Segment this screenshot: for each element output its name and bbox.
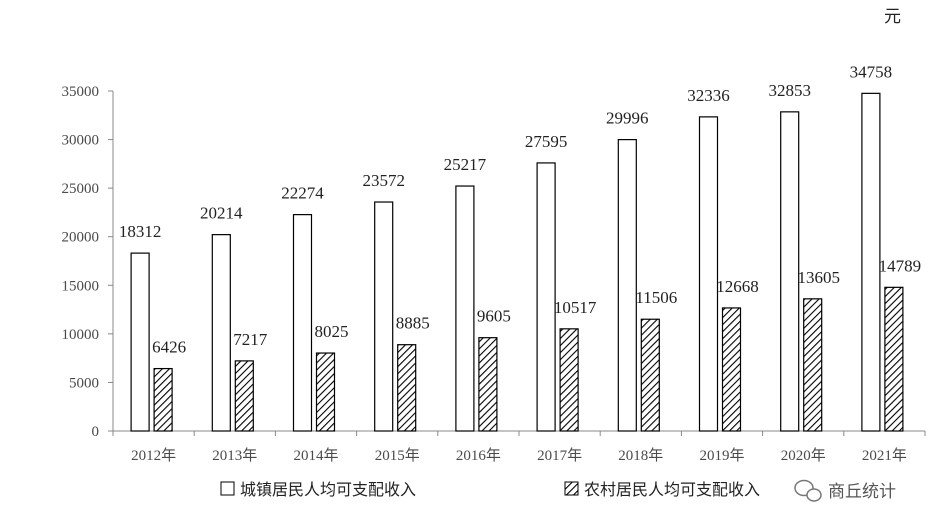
data-labels: 18312 20214 22274 23572 25217 27595 29996 32336… — [119, 62, 921, 356]
data-label-series-2: 8885 — [396, 314, 430, 333]
bar-series-1 — [536, 162, 556, 432]
data-label-series-2: 7217 — [233, 330, 268, 349]
legend-swatch-urban — [220, 481, 235, 496]
bar-series-1 — [292, 214, 313, 432]
legend-label-urban: 城镇居民人均可支配收入 — [240, 480, 416, 499]
bar-series-2 — [397, 344, 417, 432]
x-tick-label: 2014年 — [293, 447, 338, 464]
y-tick-label: 35000 — [62, 84, 100, 100]
y-tick-label: 0 — [92, 424, 100, 440]
data-label-series-1: 25217 — [444, 155, 487, 174]
data-label-series-1: 27595 — [525, 132, 568, 151]
y-tick-label: 5000 — [69, 375, 99, 391]
data-label-series-1: 20214 — [200, 204, 243, 223]
data-label-series-1: 32853 — [768, 81, 811, 100]
data-label-series-1: 29996 — [606, 109, 649, 128]
y-tick-label: 15000 — [62, 278, 100, 294]
data-label-series-1: 34758 — [850, 62, 893, 81]
unit-label: 元 — [884, 7, 901, 27]
bar-series-2 — [153, 367, 173, 432]
legend: 城镇居民人均可支配收入 农村居民人均可支配收入 — [220, 480, 760, 499]
bar-series-2 — [478, 337, 498, 432]
data-label-series-2: 6426 — [152, 338, 186, 357]
x-tick-label: 2018年 — [618, 447, 663, 464]
bar-series-2 — [234, 360, 254, 432]
data-label-series-1: 32336 — [687, 86, 730, 105]
data-label-series-2: 9605 — [477, 307, 511, 326]
wechat-icon — [794, 479, 822, 502]
x-tick-label: 2017年 — [537, 447, 582, 464]
x-axis: 2012年 2013年 2014年 2015年 2016年 2017年 2018年 2019年… — [112, 430, 926, 464]
data-label-series-2: 10517 — [554, 298, 597, 317]
x-tick-label: 2021年 — [862, 447, 907, 464]
bar-series-2 — [559, 328, 579, 432]
bar-series-2 — [803, 298, 823, 432]
x-tick-label: 2016年 — [456, 447, 501, 464]
watermark: 商丘统计 — [794, 479, 896, 502]
bar-series-1 — [455, 185, 475, 432]
data-label-series-2: 11506 — [635, 288, 677, 307]
x-tick-label: 2015年 — [375, 447, 420, 464]
data-label-series-1: 23572 — [362, 171, 405, 190]
y-tick-label: 10000 — [62, 327, 100, 343]
bar-series-1 — [374, 201, 394, 432]
bar-series-1 — [617, 139, 637, 432]
watermark-text: 商丘统计 — [828, 482, 896, 502]
y-tick-label: 20000 — [62, 230, 100, 246]
data-label-series-2: 8025 — [315, 322, 349, 341]
bar-series-1 — [130, 252, 150, 432]
x-tick-label: 2012年 — [131, 447, 176, 464]
bar-series-2 — [315, 352, 336, 432]
bar-series-1 — [780, 111, 800, 432]
y-axis: 0 5000 10000 15000 20000 25000 30000 35000 — [62, 84, 114, 440]
x-tick-label: 2020年 — [781, 447, 826, 464]
x-tick-label: 2019年 — [699, 447, 744, 464]
data-label-series-2: 12668 — [716, 277, 759, 296]
y-tick-label: 25000 — [62, 181, 100, 197]
bars — [130, 92, 904, 432]
y-tick-label: 30000 — [62, 133, 100, 149]
bar-series-1 — [211, 234, 231, 432]
bar-series-2 — [884, 286, 904, 432]
bar-series-1 — [698, 116, 719, 432]
bar-series-2 — [721, 307, 742, 432]
bar-series-1 — [861, 92, 881, 432]
bar-series-2 — [640, 318, 660, 432]
x-tick-label: 2013年 — [212, 447, 257, 464]
data-label-series-1: 22274 — [281, 184, 324, 203]
data-label-series-1: 18312 — [119, 222, 162, 241]
legend-swatch-rural — [564, 481, 579, 496]
data-label-series-2: 14789 — [879, 256, 922, 275]
data-label-series-2: 13605 — [797, 268, 840, 287]
legend-label-rural: 农村居民人均可支配收入 — [584, 480, 760, 499]
